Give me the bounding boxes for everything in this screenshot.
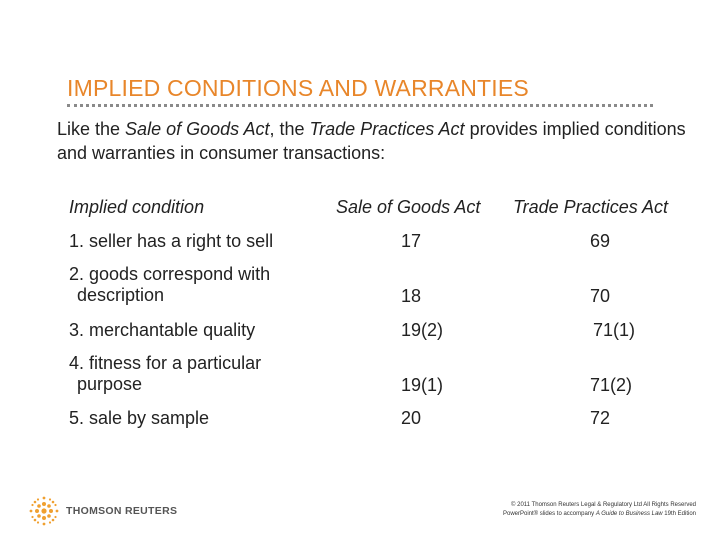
slide-title: IMPLIED CONDITIONS AND WARRANTIES: [67, 75, 529, 101]
row-2-tpa-section: 70: [590, 286, 611, 306]
row-1-sga-section: 17: [401, 231, 422, 251]
row-3-sga-section: 19(2): [401, 320, 444, 340]
row-2-condition: 2. goods correspond with: [69, 264, 271, 284]
edition-line: PowerPoint® slides to accompany A Guide …: [503, 510, 696, 519]
row-3-tpa-section: 71(1): [593, 320, 636, 340]
copyright-line: © 2011 Thomson Reuters Legal & Regulator…: [511, 502, 696, 508]
intro-act-2: Trade Practices Act: [309, 119, 465, 139]
intro-act-1: Sale of Goods Act: [125, 119, 270, 139]
edition-line-book: A Guide to Business Law: [595, 511, 663, 517]
header-trade-practices-act: Trade Practices Act: [513, 197, 669, 217]
thomson-reuters-logo: THOMSON REUTERS: [28, 495, 177, 527]
intro-paragraph: Like the Sale of Goods Act, the Trade Pr…: [57, 117, 697, 165]
row-2-sga-section: 18: [401, 286, 422, 306]
edition-line-a: PowerPoint® slides to accompany: [503, 511, 596, 517]
intro-text-2: , the: [269, 119, 310, 139]
thomson-reuters-dot-globe-icon: [29, 496, 59, 526]
row-2-condition-cont: description: [77, 285, 165, 305]
row-5-sga-section: 20: [401, 408, 422, 428]
row-4-sga-section: 19(1): [401, 375, 444, 395]
row-3-condition: 3. merchantable quality: [69, 320, 256, 340]
row-5-tpa-section: 72: [590, 408, 611, 428]
edition-line-c: 19th Edition: [662, 511, 696, 517]
row-4-tpa-section: 71(2): [590, 375, 633, 395]
row-1-tpa-section: 69: [590, 231, 611, 251]
intro-text-1: Like the: [57, 119, 126, 139]
copyright-footer: © 2011 Thomson Reuters Legal & Regulator…: [503, 501, 696, 519]
row-5-condition: 5. sale by sample: [69, 408, 210, 428]
intro-text-3: provides implied conditions and warranti…: [57, 119, 686, 163]
row-4-condition-cont: purpose: [77, 374, 143, 394]
header-sale-of-goods-act: Sale of Goods Act: [336, 197, 481, 217]
row-4-condition: 4. fitness for a particular: [69, 353, 262, 373]
title-divider: [67, 104, 653, 107]
row-1-condition: 1. seller has a right to sell: [69, 231, 274, 251]
logo-wordmark: THOMSON REUTERS: [66, 505, 178, 517]
header-implied-condition: Implied condition: [69, 197, 205, 217]
